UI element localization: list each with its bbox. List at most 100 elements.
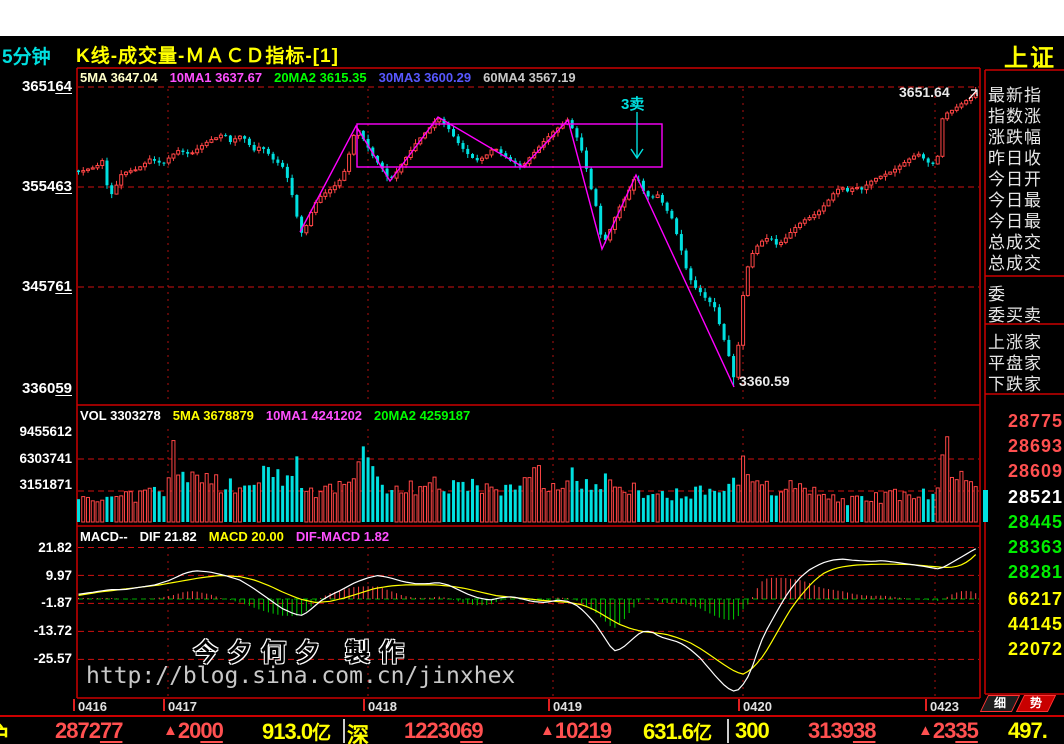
candle bbox=[190, 152, 195, 155]
sidebar-quote-value: 22072 bbox=[1008, 639, 1064, 659]
candle bbox=[318, 195, 323, 203]
volume-bar bbox=[518, 485, 522, 522]
low-price-label: 3360.59 bbox=[739, 373, 790, 389]
macd-y-axis-label: -13.72 bbox=[33, 623, 72, 638]
volume-bar bbox=[133, 501, 138, 523]
volume-bar bbox=[783, 488, 788, 523]
candle bbox=[660, 194, 664, 203]
candle bbox=[675, 218, 679, 235]
volume-bar bbox=[195, 474, 200, 523]
kline-indicator-values: 5MA 3647.04 10MA1 3637.67 20MA2 3615.35 30M… bbox=[80, 70, 576, 85]
macd-ma-value: MACD 20.00 bbox=[208, 529, 284, 544]
volume-bar bbox=[85, 496, 90, 523]
candle bbox=[750, 252, 755, 268]
volume-bar bbox=[110, 496, 114, 522]
sidebar-index-name[interactable]: 上证 bbox=[1004, 45, 1056, 72]
candle bbox=[684, 250, 688, 269]
volume-bar bbox=[285, 475, 289, 522]
tab-detail[interactable]: 细 bbox=[979, 695, 1021, 712]
candle bbox=[926, 158, 930, 163]
macd-y-axis-label: 21.82 bbox=[38, 540, 72, 555]
consolidation-box bbox=[356, 123, 663, 168]
volume-bar bbox=[290, 475, 294, 522]
candle bbox=[123, 171, 128, 176]
macd-dif-line bbox=[78, 548, 976, 692]
candle bbox=[247, 138, 251, 145]
index-quote-item: 300 bbox=[735, 718, 770, 743]
candle bbox=[703, 292, 707, 298]
volume-bar bbox=[399, 492, 404, 523]
candle bbox=[456, 136, 460, 144]
macd-ma-value: MACD-- bbox=[80, 529, 128, 544]
sidebar-field-label: 委买卖 bbox=[988, 306, 1042, 325]
volume-bar bbox=[105, 496, 109, 522]
candle bbox=[337, 179, 342, 187]
volume-bar bbox=[793, 488, 798, 523]
sidebar-quote-value: 44145 bbox=[1008, 614, 1064, 634]
candle bbox=[204, 141, 209, 147]
timeframe-label[interactable]: 5分钟 bbox=[2, 47, 51, 68]
volume-bar bbox=[423, 485, 428, 523]
volume-bar bbox=[708, 488, 712, 522]
volume-bar bbox=[342, 483, 347, 523]
volume-bar bbox=[675, 488, 679, 522]
sell-signal-arrowhead bbox=[630, 148, 644, 160]
volume-bar bbox=[812, 486, 817, 523]
volume-bar bbox=[300, 487, 304, 522]
tab-trend[interactable]: 势 bbox=[1015, 695, 1057, 712]
candle bbox=[295, 195, 299, 217]
volume-bar bbox=[162, 496, 166, 522]
volume-bar bbox=[214, 474, 219, 523]
volume-bar bbox=[660, 491, 664, 522]
volume-bar bbox=[826, 498, 831, 523]
volume-bar bbox=[631, 482, 636, 523]
volume-bar bbox=[204, 473, 209, 523]
macd-y-axis-label: -1.87 bbox=[41, 595, 72, 610]
candle bbox=[77, 170, 80, 173]
volume-bar bbox=[902, 491, 907, 523]
candle bbox=[812, 214, 817, 219]
index-quote-item: 深 bbox=[347, 723, 369, 744]
sell-signal-label: 3卖 bbox=[621, 96, 645, 113]
volume-indicator-values: VOL 3303278 5MA 3678879 10MA1 4241202 20MA2… bbox=[80, 408, 470, 423]
candle bbox=[351, 134, 356, 155]
candle bbox=[479, 157, 484, 161]
candle bbox=[897, 165, 902, 170]
volume-bar bbox=[337, 480, 342, 523]
sidebar-quote-value: 28281 bbox=[1008, 562, 1064, 582]
candle bbox=[262, 147, 266, 149]
macd-ma-value: DIF-MACD 1.82 bbox=[295, 529, 390, 544]
candle bbox=[166, 157, 171, 164]
volume-y-axis-label: 6303741 bbox=[19, 451, 72, 466]
volume-bar bbox=[670, 500, 674, 522]
candle bbox=[878, 175, 883, 179]
volume-y-axis-label: 9455612 bbox=[19, 424, 72, 439]
volume-bar bbox=[304, 490, 309, 523]
volume-bar bbox=[589, 489, 593, 522]
volume-bar bbox=[732, 477, 736, 522]
volume-bar bbox=[959, 470, 964, 523]
volume-bar bbox=[361, 446, 365, 522]
candle bbox=[224, 135, 228, 137]
candle bbox=[584, 150, 588, 169]
new-high-arrow bbox=[968, 89, 978, 100]
volume-bar bbox=[655, 493, 660, 523]
kline-ma-value: 20MA2 3615.35 bbox=[274, 70, 367, 85]
candle bbox=[157, 160, 161, 163]
macd-y-axis-label: -25.57 bbox=[33, 651, 72, 666]
volume-y-axis-label: 3151871 bbox=[19, 477, 72, 492]
sidebar-field-label: 指数涨 bbox=[988, 107, 1042, 126]
candle bbox=[888, 171, 893, 175]
detail-trend-tabstrip: 细势 bbox=[979, 695, 1057, 712]
volume-bar bbox=[123, 491, 128, 523]
volume-bar bbox=[475, 485, 479, 522]
x-axis-date-label: 0417 bbox=[168, 699, 197, 714]
x-axis-tick bbox=[363, 699, 365, 711]
candle bbox=[209, 139, 214, 143]
kline-ma-value: 10MA1 3637.67 bbox=[169, 70, 263, 85]
volume-bar bbox=[570, 467, 574, 522]
sidebar-quote-value: 28609 bbox=[1008, 461, 1064, 481]
candle bbox=[461, 143, 465, 149]
candle bbox=[793, 227, 798, 234]
candle bbox=[921, 154, 925, 159]
